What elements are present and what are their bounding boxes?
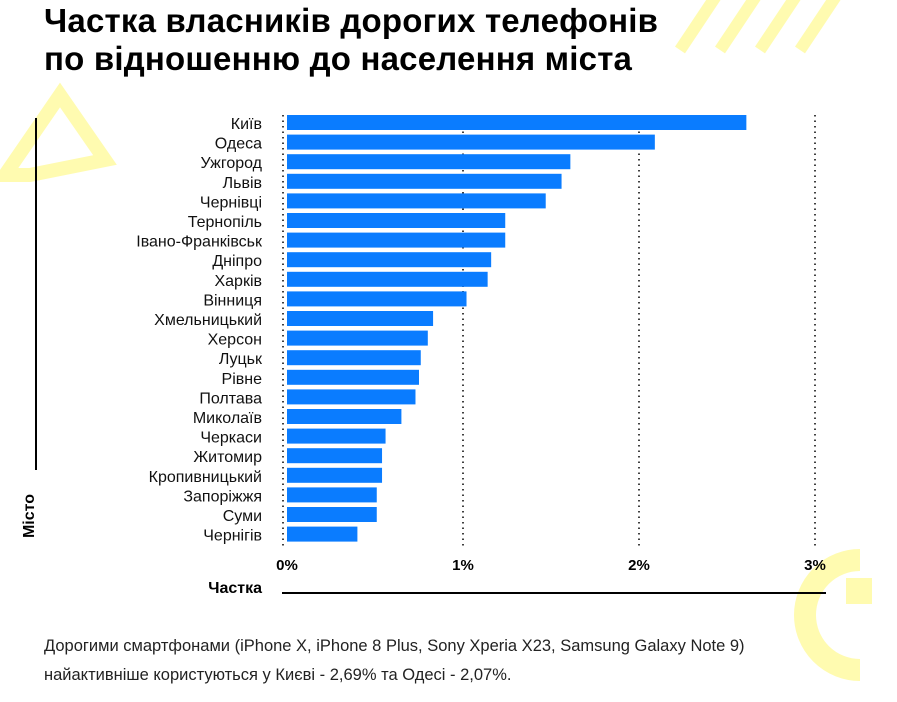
- bar: [287, 291, 467, 307]
- y-tick-label: Тернопіль: [188, 214, 262, 231]
- x-tick-label: 1%: [452, 557, 474, 574]
- y-tick-label: Суми: [223, 508, 262, 525]
- x-tick-label: 0%: [276, 557, 298, 574]
- bar: [287, 330, 428, 346]
- y-tick-label: Чернівці: [200, 194, 262, 211]
- bar: [287, 311, 434, 326]
- y-tick-label: Рівне: [222, 371, 263, 388]
- y-axis-label: Місто: [21, 494, 38, 538]
- footnote: Дорогими смартфонами (iPhone X, iPhone 8…: [44, 637, 745, 684]
- y-tick-label: Івано-Франківськ: [136, 234, 263, 251]
- square-decoration: [846, 578, 872, 604]
- bar: [287, 350, 421, 366]
- bar: [287, 173, 562, 189]
- bar: [287, 134, 655, 150]
- stripes-decoration: [675, 0, 841, 54]
- bar: [287, 154, 571, 170]
- bar: [287, 193, 546, 209]
- y-tick-label: Харків: [214, 273, 262, 290]
- bar: [287, 409, 402, 424]
- y-tick-label: Хмельницький: [154, 312, 262, 329]
- bar: [287, 526, 358, 542]
- bar: [287, 487, 377, 503]
- y-tick-label: Кропивницький: [149, 469, 262, 486]
- y-tick-label: Миколаїв: [193, 410, 262, 427]
- c-shape-decoration: [794, 549, 861, 681]
- y-tick-label: Чернігів: [203, 528, 262, 545]
- title-line-2: по відношенню до населення міста: [44, 40, 633, 77]
- bar: [287, 369, 419, 385]
- triangle-decoration: [0, 82, 117, 182]
- y-tick-label: Полтава: [199, 390, 262, 407]
- title-line-1: Частка власників дорогих телефонів: [44, 2, 659, 39]
- y-tick-label: Херсон: [208, 332, 262, 349]
- bar: [287, 115, 747, 130]
- y-tick-label: Вінниця: [203, 292, 262, 309]
- chart-title: Частка власників дорогих телефонів по ві…: [44, 2, 658, 78]
- y-tick-label: Луцьк: [219, 351, 263, 368]
- y-tick-label: Львів: [223, 175, 262, 192]
- y-tick-label: Київ: [231, 116, 262, 133]
- y-tick-label: Одеса: [215, 136, 262, 153]
- y-tick-label: Житомир: [193, 449, 262, 466]
- y-tick-label: Запоріжжя: [183, 488, 262, 505]
- x-tick-label: 3%: [804, 557, 826, 574]
- bar: [287, 232, 506, 248]
- y-tick-label: Дніпро: [212, 253, 262, 270]
- bar: [287, 252, 492, 268]
- y-tick-label: Ужгород: [201, 155, 263, 172]
- bar: [287, 428, 386, 444]
- bar: [287, 213, 506, 228]
- bar: [287, 389, 416, 405]
- bar: [287, 467, 383, 483]
- y-tick-label: Черкаси: [200, 430, 262, 447]
- x-tick-label: 2%: [628, 557, 650, 574]
- bar: [287, 271, 488, 287]
- bar: [287, 448, 383, 464]
- bar: [287, 507, 377, 522]
- x-axis-label: Частка: [208, 580, 262, 597]
